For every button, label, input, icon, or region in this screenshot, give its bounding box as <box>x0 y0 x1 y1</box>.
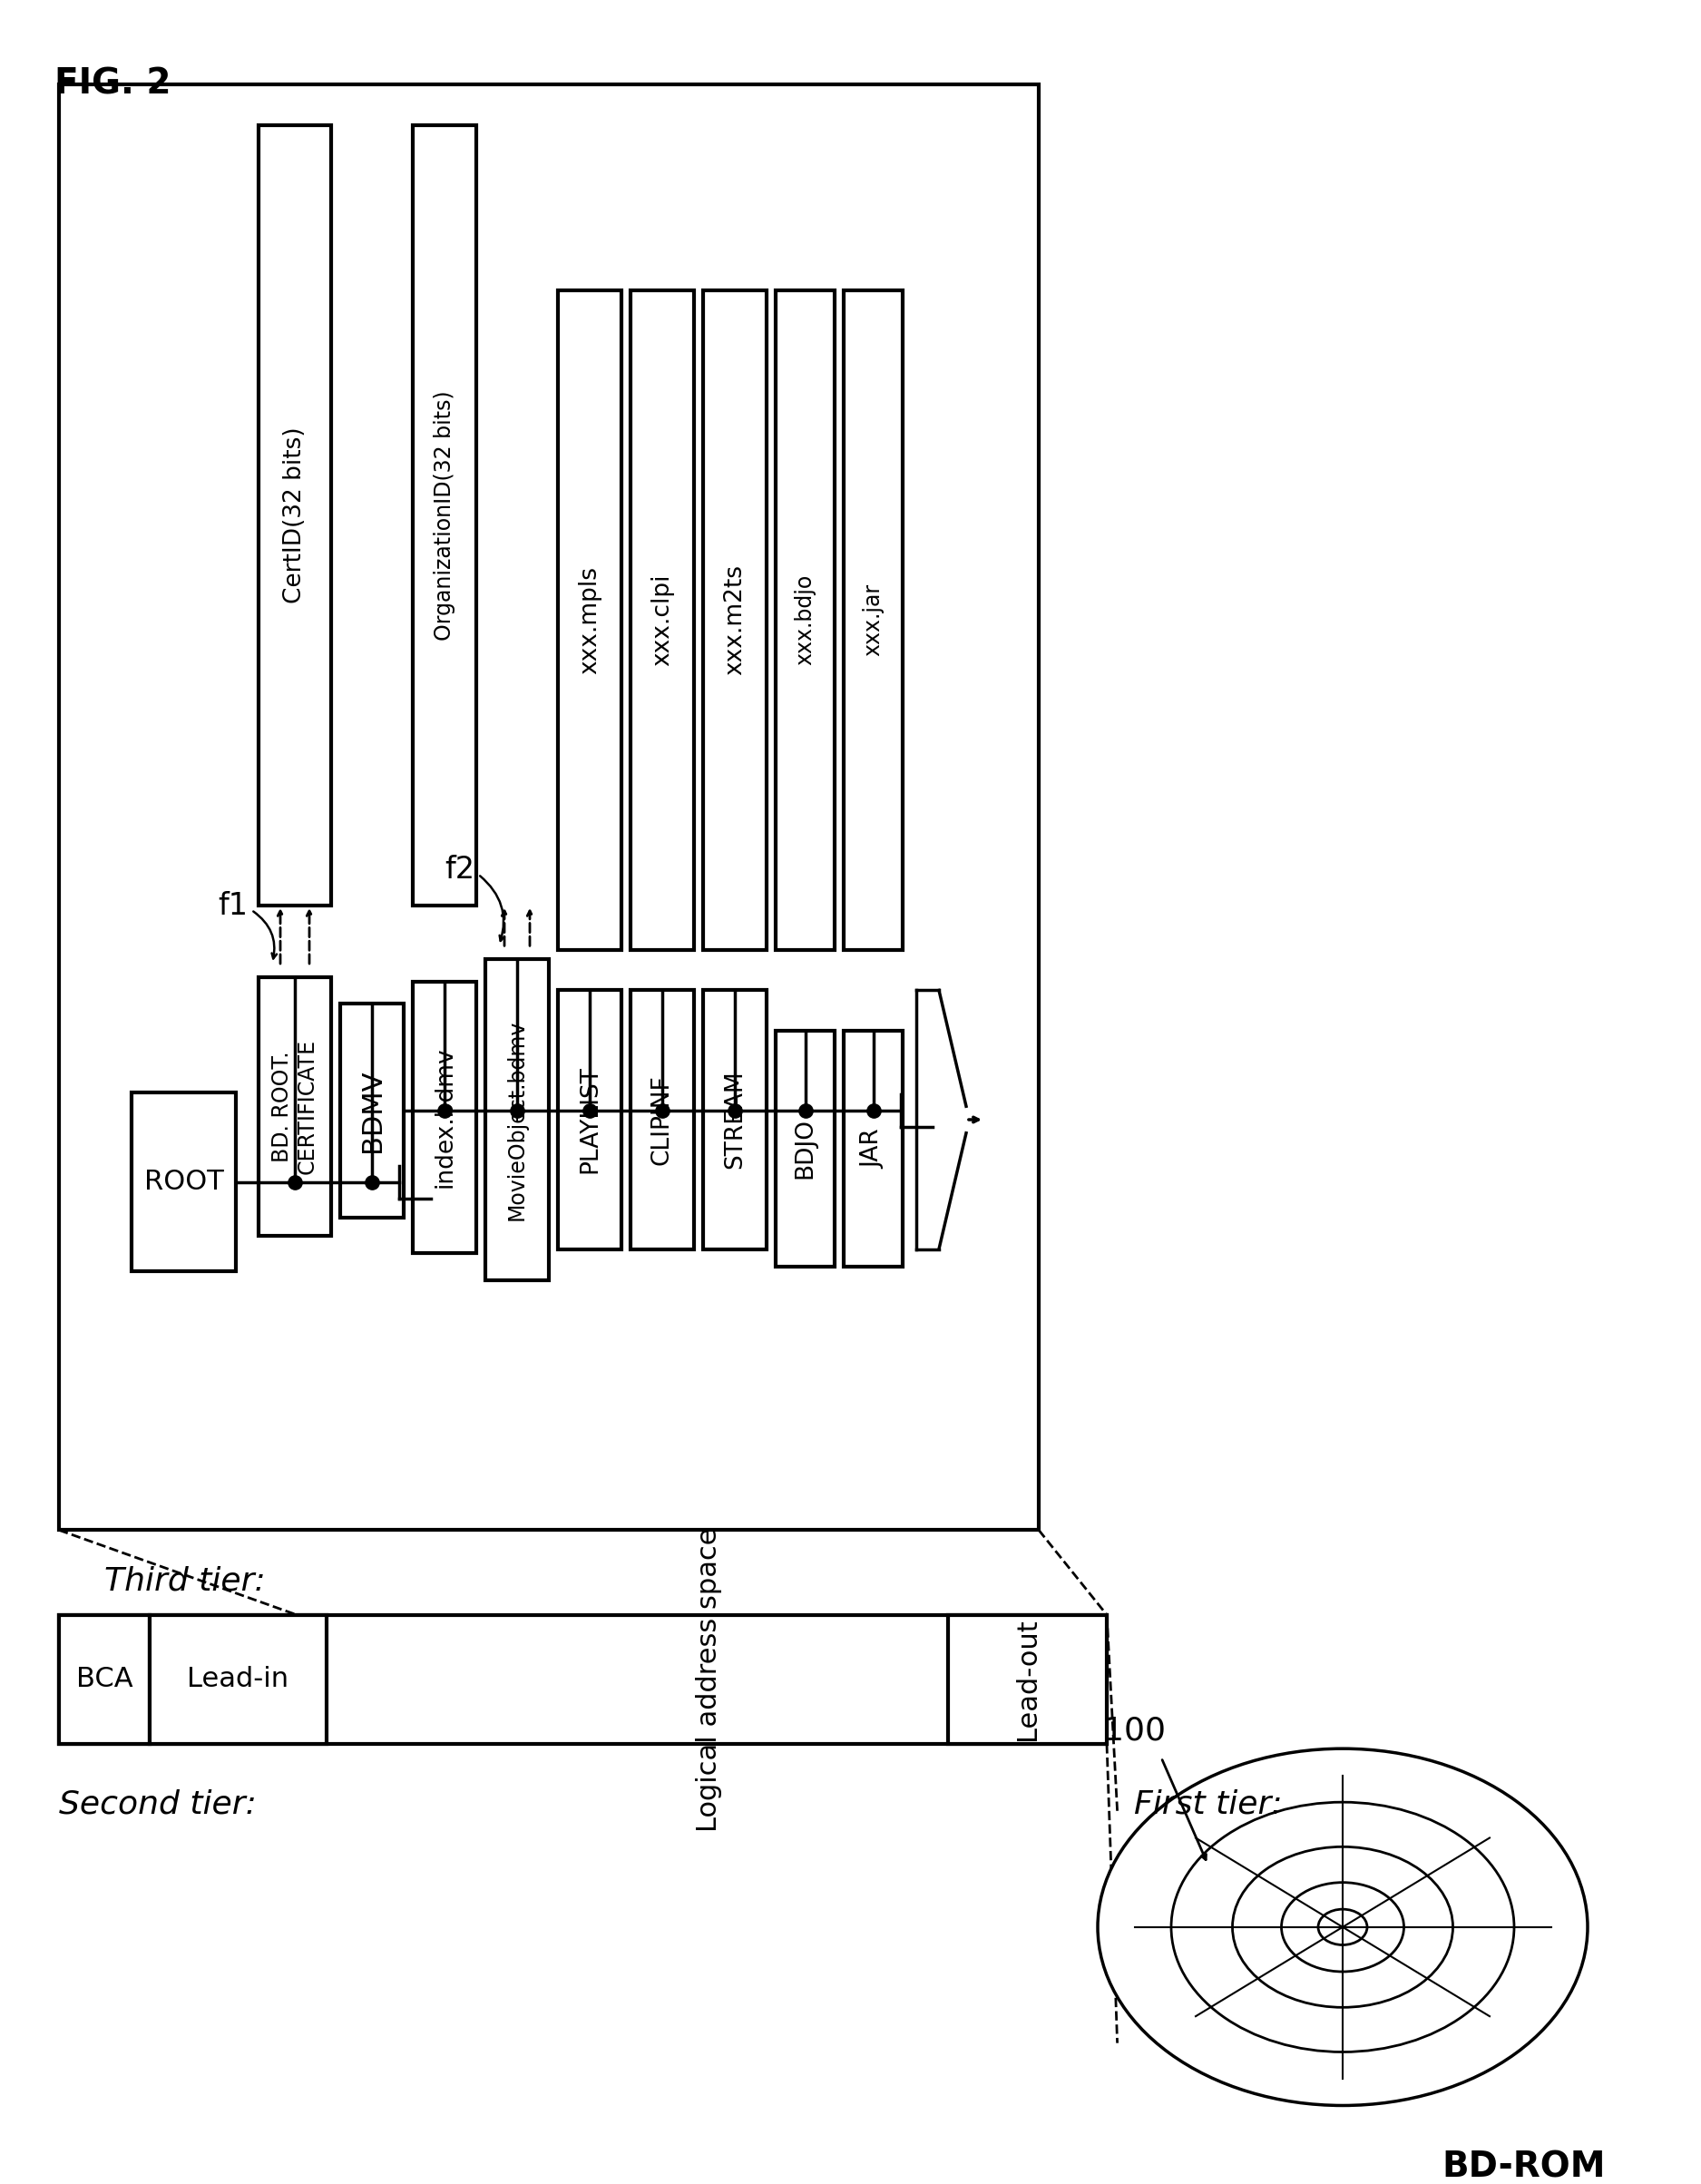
Bar <box>631 989 694 1249</box>
Text: FIG. 2: FIG. 2 <box>54 68 172 100</box>
Ellipse shape <box>1233 1848 1453 2007</box>
Text: xxx.clpi: xxx.clpi <box>650 574 674 666</box>
Text: index.bdmv: index.bdmv <box>432 1046 456 1188</box>
Bar <box>485 959 549 1280</box>
Text: xxx.mpls: xxx.mpls <box>578 566 602 675</box>
Ellipse shape <box>1281 1883 1403 1972</box>
Text: OrganizationID(32 bits): OrganizationID(32 bits) <box>434 391 456 640</box>
Text: BDJO: BDJO <box>793 1118 816 1179</box>
Text: Third tier:: Third tier: <box>104 1566 265 1597</box>
Text: xxx.bdjo: xxx.bdjo <box>794 574 816 666</box>
Text: 100: 100 <box>1102 1714 1165 1747</box>
Text: xxx.m2ts: xxx.m2ts <box>723 566 747 675</box>
Text: xxx.jar: xxx.jar <box>862 583 885 657</box>
Text: Second tier:: Second tier: <box>60 1789 257 1819</box>
Text: Lead-in: Lead-in <box>187 1666 289 1693</box>
Text: BD-ROM: BD-ROM <box>1442 2149 1606 2184</box>
Bar <box>776 290 835 950</box>
Text: MovieObject.bdmv: MovieObject.bdmv <box>507 1020 527 1221</box>
Bar <box>60 85 1039 1531</box>
Bar <box>844 1031 903 1267</box>
Text: ROOT: ROOT <box>145 1168 223 1195</box>
Text: f1: f1 <box>218 891 248 919</box>
Bar <box>631 290 694 950</box>
Text: Logical address space: Logical address space <box>696 1527 721 1832</box>
Bar <box>558 290 621 950</box>
Bar <box>259 124 332 906</box>
Bar <box>340 1005 403 1219</box>
Bar <box>844 290 903 950</box>
Bar <box>60 1614 150 1745</box>
Text: PLAYLIST: PLAYLIST <box>578 1066 602 1173</box>
Bar <box>703 989 767 1249</box>
Bar <box>150 1614 327 1745</box>
Bar <box>60 1614 1107 1745</box>
Bar <box>776 1031 835 1267</box>
Bar <box>413 981 476 1254</box>
Bar <box>259 976 332 1236</box>
Text: First tier:: First tier: <box>1135 1789 1283 1819</box>
Text: CertID(32 bits): CertID(32 bits) <box>282 426 306 603</box>
Text: STREAM: STREAM <box>723 1070 747 1168</box>
Text: BDMV: BDMV <box>359 1070 384 1153</box>
Bar <box>703 290 767 950</box>
Text: JAR: JAR <box>861 1129 885 1168</box>
Text: Lead-out: Lead-out <box>1014 1618 1041 1741</box>
Text: CLIPINF: CLIPINF <box>650 1075 674 1164</box>
Text: BD. ROOT.
CERTIFICATE: BD. ROOT. CERTIFICATE <box>272 1040 318 1175</box>
Ellipse shape <box>1097 1749 1587 2105</box>
Bar <box>413 124 476 906</box>
Ellipse shape <box>1318 1909 1368 1946</box>
Text: BCA: BCA <box>77 1666 133 1693</box>
Bar <box>558 989 621 1249</box>
Bar <box>131 1092 236 1271</box>
Bar <box>947 1614 1107 1745</box>
Ellipse shape <box>1172 1802 1514 2053</box>
Text: f2: f2 <box>444 854 475 885</box>
